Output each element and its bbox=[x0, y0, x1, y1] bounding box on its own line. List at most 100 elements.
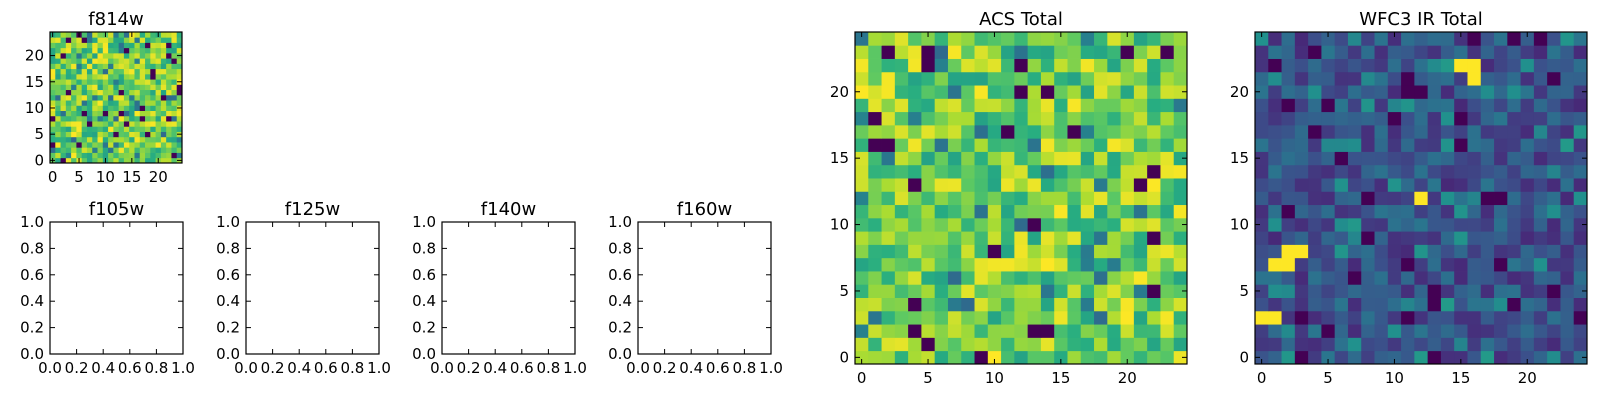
heatmap-cell bbox=[1560, 85, 1575, 99]
heatmap-cell bbox=[1281, 271, 1296, 285]
heatmap-cell bbox=[108, 142, 114, 148]
heatmap-cell bbox=[1494, 151, 1508, 166]
heatmap-cell bbox=[1120, 231, 1135, 245]
heatmap-cell bbox=[987, 124, 1002, 139]
x-tick-label: 15 bbox=[122, 168, 141, 186]
heatmap-cell bbox=[1321, 271, 1336, 285]
heatmap-cell bbox=[123, 63, 130, 70]
heatmap-cell bbox=[1494, 284, 1508, 298]
heatmap-cell bbox=[108, 147, 114, 153]
heatmap-cell bbox=[1107, 45, 1121, 59]
heatmap-cell bbox=[118, 115, 125, 122]
heatmap-cell bbox=[1374, 124, 1389, 139]
heatmap-cell bbox=[1080, 244, 1095, 259]
heatmap-cell bbox=[1480, 284, 1495, 298]
heatmap-cell bbox=[1520, 85, 1535, 99]
heatmap-cell bbox=[1027, 58, 1042, 73]
heatmap-cell bbox=[60, 105, 67, 111]
heatmap-cell bbox=[176, 110, 183, 117]
heatmap-cell bbox=[947, 217, 962, 232]
heatmap-cell bbox=[1467, 164, 1482, 179]
heatmap-cell bbox=[961, 164, 975, 179]
y-tick-label: 5 bbox=[34, 125, 44, 143]
heatmap-cell bbox=[1067, 71, 1082, 86]
heatmap-cell bbox=[1454, 257, 1468, 272]
heatmap-cell bbox=[1027, 350, 1042, 365]
heatmap-cell bbox=[1533, 231, 1548, 245]
heatmap-cell bbox=[92, 58, 98, 64]
heatmap-cell bbox=[1255, 217, 1269, 232]
heatmap-cell bbox=[974, 164, 989, 179]
heatmap-cell bbox=[1560, 58, 1575, 73]
heatmap-cell bbox=[150, 100, 156, 106]
heatmap-cell bbox=[60, 136, 67, 143]
heatmap-cell bbox=[921, 217, 936, 232]
heatmap-cell bbox=[1027, 231, 1042, 245]
heatmap-cell bbox=[123, 126, 130, 132]
heatmap-cell bbox=[160, 58, 167, 64]
heatmap-cell bbox=[118, 136, 125, 143]
heatmap-cell bbox=[1560, 231, 1575, 245]
y-tick-label: 5 bbox=[1239, 282, 1249, 300]
heatmap-cell bbox=[1334, 45, 1349, 59]
heatmap-cell bbox=[113, 73, 120, 80]
heatmap-cell bbox=[1507, 151, 1521, 166]
heatmap-cell bbox=[934, 324, 949, 338]
heatmap-cell bbox=[1080, 71, 1095, 86]
heatmap-cell bbox=[1507, 71, 1521, 86]
heatmap-cell bbox=[1494, 138, 1508, 152]
heatmap-cell bbox=[1520, 231, 1535, 245]
heatmap-cell bbox=[1001, 271, 1015, 285]
heatmap-cell bbox=[171, 94, 178, 101]
heatmap-cell bbox=[881, 178, 896, 192]
heatmap-cell bbox=[129, 89, 135, 96]
heatmap-cell bbox=[118, 131, 125, 138]
heatmap-cell bbox=[86, 110, 93, 117]
heatmap-cell bbox=[86, 79, 93, 85]
heatmap-cell bbox=[139, 100, 146, 106]
heatmap-cell bbox=[908, 85, 922, 99]
heatmap-cell bbox=[1054, 284, 1068, 298]
heatmap-cell bbox=[1080, 271, 1095, 285]
heatmap-cell bbox=[118, 84, 125, 91]
heatmap-cell bbox=[1374, 151, 1389, 166]
heatmap-cell bbox=[71, 89, 77, 96]
heatmap-cell bbox=[1001, 350, 1015, 365]
heatmap-cell bbox=[894, 310, 909, 325]
heatmap-cell bbox=[1414, 191, 1429, 206]
heatmap-cell bbox=[1374, 310, 1389, 325]
y-tick-label: 0.4 bbox=[216, 292, 240, 310]
heatmap-cell bbox=[1414, 337, 1429, 352]
heatmap-cell bbox=[139, 89, 146, 96]
heatmap-cell bbox=[881, 244, 896, 259]
heatmap-cell bbox=[1308, 124, 1322, 139]
heatmap-cell bbox=[1067, 324, 1082, 338]
heatmap-cell bbox=[1573, 151, 1588, 166]
heatmap-cell bbox=[1255, 98, 1269, 113]
heatmap-cell bbox=[129, 121, 135, 127]
heatmap-cells bbox=[855, 32, 1188, 365]
heatmap-cell bbox=[71, 32, 77, 38]
heatmap-cell bbox=[1160, 204, 1175, 219]
heatmap-cell bbox=[102, 136, 109, 143]
heatmap-cell bbox=[894, 244, 909, 259]
axes-frame bbox=[637, 221, 772, 355]
heatmap-cell bbox=[1427, 178, 1442, 192]
heatmap-cell bbox=[1054, 124, 1068, 139]
heatmap-cell bbox=[1361, 124, 1375, 139]
heatmap-cell bbox=[1401, 244, 1415, 259]
heatmap-cell bbox=[166, 79, 172, 85]
heatmap-cell bbox=[1494, 111, 1508, 126]
heatmap-cell bbox=[1120, 244, 1135, 259]
heatmap-cell bbox=[1573, 111, 1588, 126]
heatmap-cell bbox=[881, 350, 896, 365]
heatmap-cell bbox=[102, 47, 109, 54]
x-tick-label: 0.4 bbox=[679, 359, 703, 377]
heatmap-cell bbox=[1147, 204, 1161, 219]
heatmap-cell bbox=[1094, 324, 1108, 338]
heatmap-cell bbox=[1361, 284, 1375, 298]
heatmap-cell bbox=[1573, 244, 1588, 259]
y-tick-label: 1.0 bbox=[412, 213, 436, 231]
heatmap-cell bbox=[134, 68, 141, 75]
heatmap-cell bbox=[139, 152, 146, 159]
